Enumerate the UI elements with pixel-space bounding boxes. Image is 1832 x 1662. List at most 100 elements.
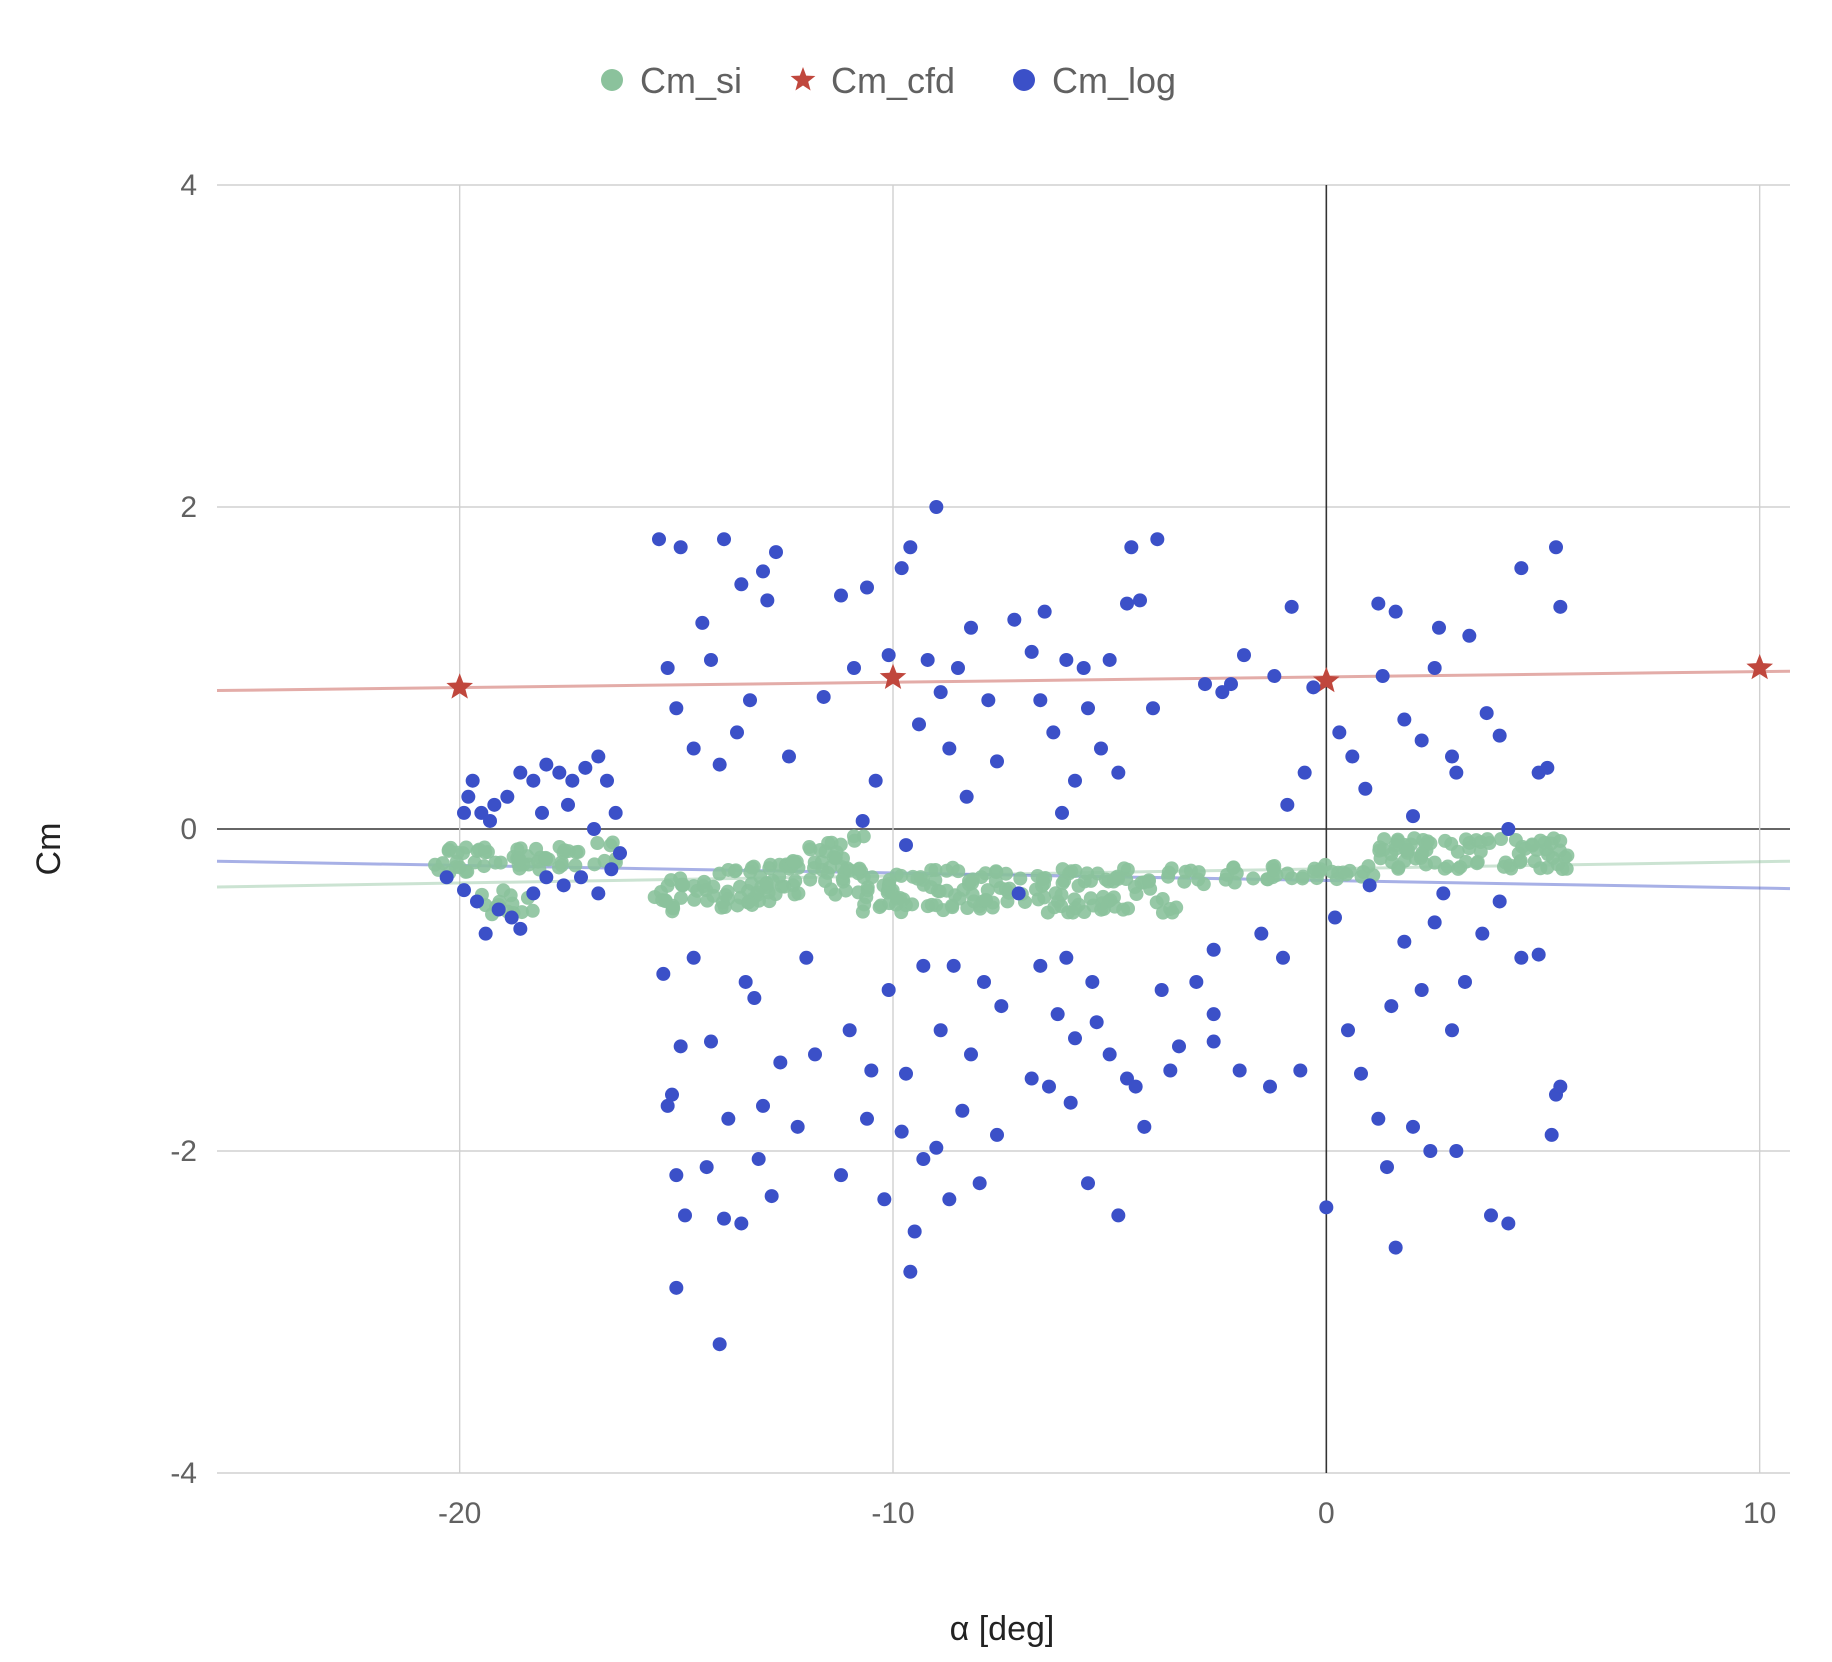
point-Cm_log [881,648,896,663]
point-Cm_log [994,999,1009,1014]
point-Cm_log [1102,1047,1117,1062]
point-Cm_log [1284,599,1299,614]
point-Cm_log [483,813,497,828]
point-Cm_si [865,870,880,885]
point-Cm_log [1449,765,1464,780]
point-Cm_log [842,1023,857,1038]
point-Cm_si [1391,860,1406,875]
point-Cm_si [807,855,822,870]
y-tick-label: -4 [170,1457,197,1490]
point-Cm_log [656,966,671,981]
point-Cm_log [860,1111,874,1126]
point-Cm_log [1432,620,1446,635]
point-Cm_log [578,760,593,775]
point-Cm_log [1436,886,1451,901]
point-Cm_si [1498,855,1513,870]
point-Cm_log [1024,644,1039,659]
point-Cm_log [756,1098,770,1113]
point-Cm_log [1137,1119,1152,1134]
point-Cm_si [1361,859,1376,874]
point-Cm_si [1218,872,1233,887]
point-Cm_si [743,864,758,879]
point-Cm_log [1046,725,1061,740]
point-Cm_log [1501,822,1516,836]
point-Cm_log [1133,593,1147,608]
point-Cm_log [695,615,710,630]
point-Cm_log [678,1208,692,1223]
point-Cm_si [1086,898,1101,913]
point-Cm_si [924,863,939,878]
point-Cm_log [513,921,528,936]
point-Cm_log [1449,1144,1464,1158]
point-Cm_si [1280,866,1295,881]
point-Cm_log [660,1098,675,1113]
point-Cm_si [488,855,503,870]
point-Cm_log [1206,1034,1221,1049]
x-tick-label: -10 [871,1497,914,1530]
point-Cm_log [686,950,701,965]
y-tick-label: 4 [180,169,197,202]
point-Cm_cfd [879,663,907,689]
point-Cm_log [561,797,575,812]
point-Cm_log [587,822,601,836]
point-Cm_log [1050,1007,1065,1022]
point-Cm_log [847,661,861,675]
point-Cm_log [1081,1176,1095,1191]
point-Cm_si [965,876,980,891]
point-Cm_log [903,1264,918,1279]
point-Cm_log [942,741,957,756]
point-Cm_log [977,974,991,989]
point-Cm_log [1172,1039,1186,1054]
point-Cm_si [896,892,911,907]
point-Cm_log [712,757,727,772]
point-Cm_log [747,991,762,1006]
point-Cm_log [1397,712,1412,727]
point-Cm_si [529,841,544,856]
point-Cm_log [1501,1216,1516,1231]
point-Cm_si [1037,876,1052,891]
point-Cm_log [933,685,948,700]
point-Cm_si [820,865,835,880]
point-Cm_si [1065,905,1080,920]
point-Cm_log [608,805,623,820]
point-Cm_si [1068,863,1083,878]
point-Cm_log [929,500,944,514]
point-Cm_log [1024,1071,1039,1086]
point-Cm_log [1293,1063,1308,1078]
point-Cm_si [1071,878,1086,893]
point-Cm_log [478,926,493,941]
point-Cm_log [1150,532,1165,547]
point-Cm_log [1120,596,1134,611]
point-Cm_log [1189,974,1204,989]
point-Cm_si [1544,836,1559,851]
point-Cm_log [734,1216,749,1231]
gridlines [217,184,1790,1474]
legend-marker-Cm_si [601,69,623,91]
point-Cm_si [855,904,870,919]
point-Cm_log [769,545,783,560]
point-Cm_si [978,866,993,881]
point-Cm_log [955,1103,970,1118]
point-Cm_log [673,1039,688,1054]
point-Cm_log [1388,1240,1403,1255]
point-Cm_log [500,789,515,804]
point-Cm_log [439,870,454,885]
point-Cm_log [751,1152,766,1167]
point-Cm_log [1445,749,1459,764]
point-Cm_log [1341,1023,1355,1038]
point-Cm_log [855,813,870,828]
point-Cm_log [1011,886,1026,901]
point-Cm_log [1553,1079,1568,1094]
point-Cm_log [1081,701,1095,716]
point-Cm_log [704,652,718,667]
point-Cm_si [1400,842,1415,857]
point-Cm_log [1414,983,1429,997]
point-Cm_log [1423,1144,1438,1158]
point-Cm_log [1094,741,1108,756]
point-Cm_log [1276,950,1290,965]
point-Cm_si [1373,851,1388,866]
point-Cm_log [1111,1208,1126,1223]
point-Cm_log [574,870,588,885]
point-Cm_si [1054,899,1069,914]
point-Cm_si [1098,872,1113,887]
